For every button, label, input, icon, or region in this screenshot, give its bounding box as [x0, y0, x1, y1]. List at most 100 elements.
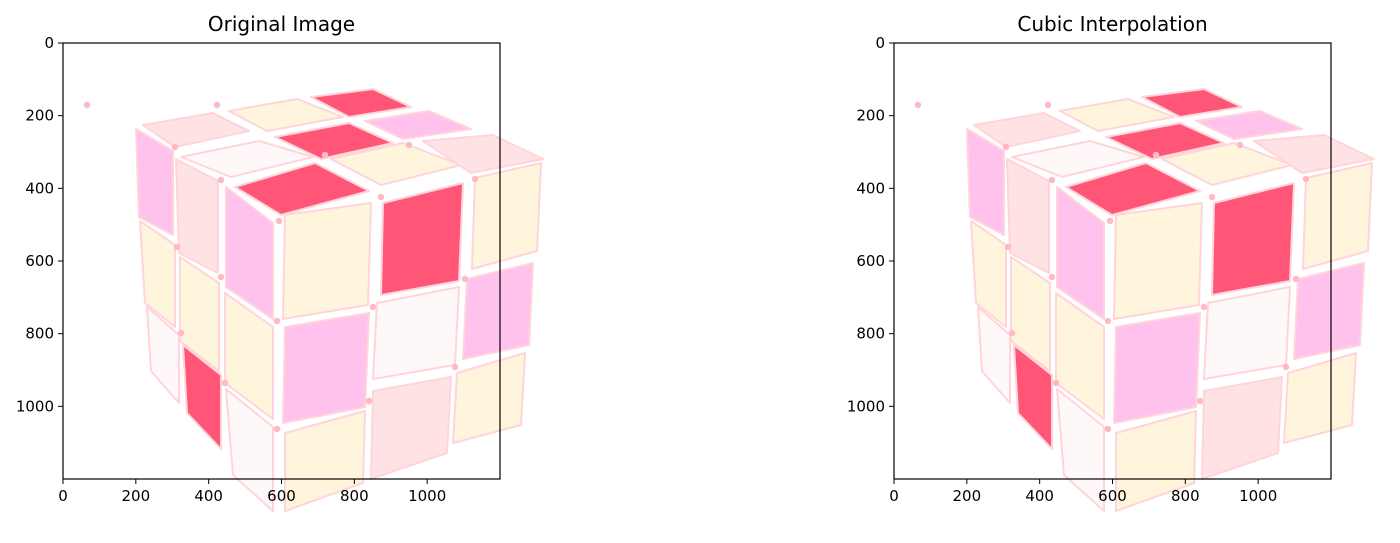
cube-peg: [83, 101, 91, 109]
cube-peg: [273, 425, 281, 433]
subplot-original: Original Image 0 200 400 600 800 1000 0 200 400 60…: [16, 12, 544, 512]
cube-tile: [380, 182, 464, 296]
cube-tile: [1211, 182, 1295, 296]
cube-peg: [365, 397, 373, 405]
cube-tile: [175, 158, 219, 274]
cube-tile: [224, 292, 274, 420]
y-tick-label: 1000: [847, 397, 885, 415]
cube-tile: [1302, 162, 1373, 270]
x-tick-label: 200: [122, 487, 151, 505]
cube-peg: [1292, 275, 1300, 283]
cube-tile: [274, 122, 394, 160]
cube-peg: [1106, 217, 1114, 225]
cube-tile: [973, 112, 1081, 148]
cube-tile: [970, 220, 1007, 328]
cube-peg: [1152, 151, 1160, 159]
cube-tile: [1011, 140, 1145, 178]
cube-peg: [914, 101, 922, 109]
cube-tile: [1201, 376, 1283, 480]
cube-peg: [1008, 329, 1016, 337]
cube-peg: [1282, 363, 1290, 371]
cube-tile: [180, 140, 314, 178]
cube-tile: [471, 162, 542, 270]
cube-peg: [1048, 273, 1056, 281]
cube-tile: [1056, 186, 1105, 320]
cube-tile: [370, 376, 452, 480]
cube-tile: [310, 88, 412, 118]
subplot-cubic-interpolation: Cubic Interpolation 0 200 400 600 800 1000 0 200…: [847, 12, 1375, 512]
cube-peg: [1002, 143, 1010, 151]
x-tick-label: 1000: [1239, 487, 1277, 505]
cube-peg: [1236, 141, 1244, 149]
y-tick-label: 600: [25, 252, 54, 270]
cube-tile: [1195, 110, 1303, 140]
y-tick-label: 1000: [16, 397, 54, 415]
y-tick-label: 400: [856, 179, 885, 197]
x-tick-label: 400: [1025, 487, 1054, 505]
x-tick-label: 800: [1171, 487, 1200, 505]
cube-tile: [462, 262, 534, 360]
x-tick-label: 600: [267, 487, 296, 505]
cube-tile: [282, 312, 370, 424]
y-tick-label: 200: [25, 107, 54, 125]
y-tick-label: 0: [875, 34, 885, 52]
cube-tile: [1283, 352, 1357, 444]
cube-peg: [1052, 379, 1060, 387]
cube-peg: [1048, 176, 1056, 184]
cube-tile: [142, 112, 250, 148]
cube-peg: [1208, 193, 1216, 201]
x-tick-label: 600: [1098, 487, 1127, 505]
cube-tile: [422, 134, 544, 174]
cube-tile: [372, 286, 460, 380]
subplot-title: Original Image: [208, 12, 355, 36]
x-tick-label: 0: [889, 487, 899, 505]
cube-peg: [377, 193, 385, 201]
cube-peg: [1196, 397, 1204, 405]
cube-peg: [213, 101, 221, 109]
cube-tile: [1010, 256, 1051, 372]
image-content-rubiks-cube: [966, 88, 1375, 512]
cube-tile: [1056, 388, 1105, 512]
cube-peg: [217, 176, 225, 184]
y-tick-label: 200: [856, 107, 885, 125]
cube-tile: [1115, 410, 1197, 512]
cube-tile: [225, 388, 274, 512]
x-tick-label: 0: [58, 487, 68, 505]
cube-peg: [1302, 175, 1310, 183]
cube-tile: [364, 110, 472, 140]
subplot-title: Cubic Interpolation: [1017, 12, 1207, 36]
cube-tile: [1105, 122, 1225, 160]
cube-tile: [282, 202, 372, 320]
cube-tile: [1203, 286, 1291, 380]
cube-tile: [1006, 158, 1050, 274]
cube-tile: [1293, 262, 1365, 360]
cube-peg: [177, 329, 185, 337]
cube-peg: [275, 217, 283, 225]
cube-peg: [1104, 425, 1112, 433]
cube-tile: [135, 128, 174, 236]
cube-peg: [221, 379, 229, 387]
cube-tile: [452, 352, 526, 444]
image-content-rubiks-cube: [135, 88, 544, 512]
cube-tile: [977, 306, 1011, 404]
cube-peg: [1044, 101, 1052, 109]
cube-tile: [1113, 202, 1203, 320]
cube-peg: [171, 143, 179, 151]
cube-tile: [1141, 88, 1243, 118]
cube-tile: [1113, 312, 1201, 424]
cube-peg: [369, 303, 377, 311]
x-tick-label: 1000: [408, 487, 446, 505]
cube-tile: [234, 162, 370, 216]
cube-peg: [321, 151, 329, 159]
y-tick-label: 600: [856, 252, 885, 270]
cube-tile: [966, 128, 1005, 236]
cube-tile: [1065, 162, 1201, 216]
y-tick-label: 800: [25, 325, 54, 343]
cube-peg: [217, 273, 225, 281]
y-tick-label: 800: [856, 325, 885, 343]
cube-peg: [1104, 317, 1112, 325]
y-tick-label: 400: [25, 179, 54, 197]
cube-peg: [1004, 243, 1012, 251]
cube-tile: [1253, 134, 1375, 174]
